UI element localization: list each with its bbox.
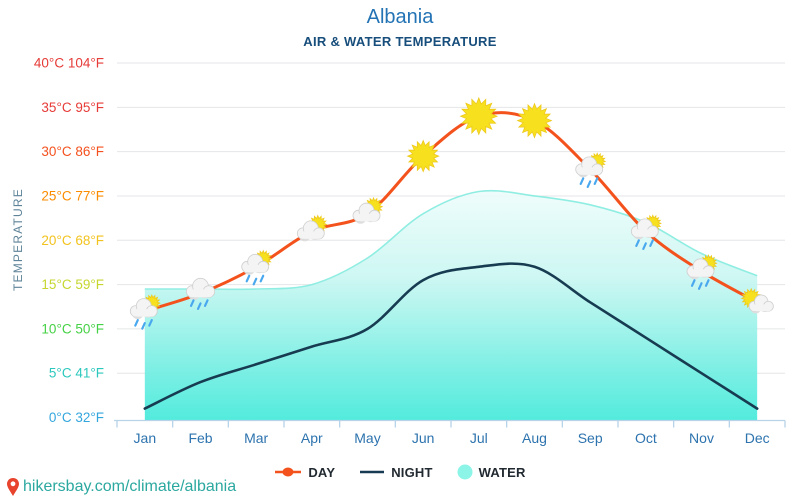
night-line-marker-icon xyxy=(360,470,385,474)
weather-icon-jan xyxy=(129,293,161,330)
y-axis-label: 10°C 50°F xyxy=(41,321,104,336)
y-axis-label: 25°C 77°F xyxy=(41,188,104,203)
page-title: Albania xyxy=(366,6,434,28)
weather-icon-dec xyxy=(740,287,774,314)
weather-icon-jun xyxy=(406,139,440,173)
month-label: Dec xyxy=(745,430,770,446)
cloud-icon xyxy=(241,253,270,273)
sun-icon xyxy=(406,139,440,173)
weather-icons xyxy=(129,96,774,330)
weather-icon-sep xyxy=(575,152,607,188)
raindrop-icon xyxy=(203,299,209,307)
month-label: Aug xyxy=(522,430,547,446)
raindrop-icon xyxy=(642,242,647,250)
month-label: Mar xyxy=(244,430,268,446)
month-label: Oct xyxy=(635,430,657,446)
y-axis-label: 0°C 32°F xyxy=(49,410,104,425)
month-label: May xyxy=(354,430,380,446)
chart-subtitle: AIR & WATER TEMPERATURE xyxy=(303,34,497,49)
raindrop-icon xyxy=(593,177,599,185)
y-axis-labels: 40°C 104°F 35°C 95°F 30°C 86°F 25°C 77°F 20°… xyxy=(34,56,104,426)
cloud-icon xyxy=(575,156,604,176)
month-label: Jun xyxy=(412,430,435,446)
weather-icon-may xyxy=(352,196,384,224)
raindrop-icon xyxy=(189,299,195,307)
y-axis-label: 40°C 104°F xyxy=(34,56,104,71)
raindrop-icon xyxy=(579,177,585,185)
month-label: Apr xyxy=(301,430,323,446)
month-label: Jan xyxy=(134,430,157,446)
raindrop-icon xyxy=(148,319,153,327)
y-axis-label: 20°C 68°F xyxy=(41,233,104,248)
chart-legend: DAY NIGHT WATER xyxy=(0,461,800,483)
weather-icon-oct xyxy=(630,214,662,250)
raindrop-icon xyxy=(649,239,654,247)
month-labels: Jan Feb Mar Apr May Jun Jul Aug Sep Oct Nov Dec xyxy=(134,430,770,446)
raindrop-icon xyxy=(259,274,265,283)
legend-item-day[interactable]: DAY xyxy=(274,465,335,480)
raindrop-icon xyxy=(134,319,139,327)
location-pin-icon xyxy=(7,478,19,496)
legend-label-day: DAY xyxy=(308,464,336,480)
raindrop-icon xyxy=(252,277,258,286)
cloud-icon xyxy=(129,298,158,318)
cloud-icon xyxy=(352,202,381,222)
raindrop-icon xyxy=(690,279,696,287)
weather-icon-nov xyxy=(686,254,718,290)
cloud-icon xyxy=(630,218,659,238)
night-line xyxy=(143,262,759,410)
sun-icon xyxy=(516,102,553,139)
water-swatch-icon xyxy=(457,464,473,480)
legend-label-water: WATER xyxy=(478,464,526,480)
legend-item-night[interactable]: NIGHT xyxy=(359,465,432,480)
footer: hikersbay.com/climate/albania xyxy=(6,477,236,497)
legend-label-night: NIGHT xyxy=(391,464,433,480)
raindrop-icon xyxy=(245,274,251,283)
month-label: Nov xyxy=(689,430,714,446)
raindrop-icon xyxy=(704,279,710,287)
raindrop-icon xyxy=(586,180,592,188)
y-axis-label: 35°C 95°F xyxy=(41,100,104,115)
raindrop-icon xyxy=(635,239,640,247)
legend-item-water[interactable]: WATER xyxy=(457,464,526,480)
water-area-fill xyxy=(144,190,758,420)
raindrop-icon xyxy=(697,282,703,290)
weather-icon-jul xyxy=(459,96,499,136)
water-area xyxy=(144,189,758,420)
day-line-marker-icon xyxy=(275,467,302,477)
weather-icon-apr xyxy=(296,214,328,242)
temperature-chart: 40°C 104°F 35°C 95°F 30°C 86°F 25°C 77°F 20°… xyxy=(34,56,786,446)
x-axis xyxy=(114,419,786,428)
month-label: Feb xyxy=(188,430,212,446)
footer-link[interactable]: hikersbay.com/climate/albania xyxy=(23,478,237,495)
month-label: Sep xyxy=(578,430,603,446)
sun-icon xyxy=(459,96,499,136)
y-axis-label: 30°C 86°F xyxy=(41,144,104,159)
weather-icon-mar xyxy=(241,249,273,286)
cloud-icon xyxy=(185,277,216,298)
weather-icon-feb xyxy=(185,277,216,310)
cloud-icon xyxy=(296,220,325,240)
y-axis-label: 15°C 59°F xyxy=(41,277,104,292)
month-label: Jul xyxy=(470,430,488,446)
cloud-icon xyxy=(686,258,715,278)
raindrop-icon xyxy=(141,322,146,330)
y-axis-label: 5°C 41°F xyxy=(49,366,104,381)
cloud-icon xyxy=(748,294,774,312)
weather-icon-aug xyxy=(516,102,553,139)
raindrop-icon xyxy=(196,302,202,310)
